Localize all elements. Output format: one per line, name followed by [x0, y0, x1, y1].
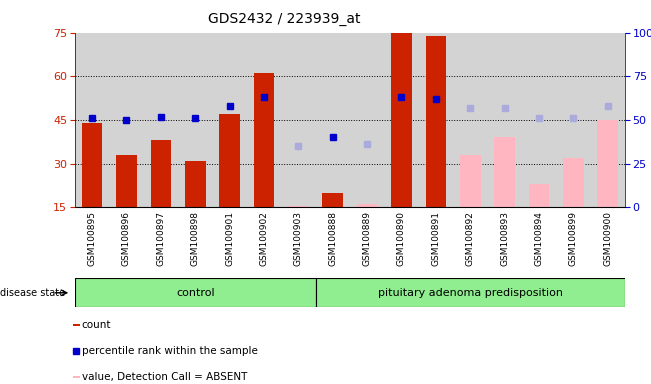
- Text: GSM100889: GSM100889: [363, 211, 372, 266]
- Bar: [357, 204, 378, 207]
- Bar: [150, 141, 171, 207]
- Bar: [391, 33, 412, 207]
- Text: control: control: [176, 288, 215, 298]
- Text: GSM100897: GSM100897: [156, 211, 165, 266]
- Text: GSM100900: GSM100900: [603, 211, 613, 266]
- Bar: [598, 120, 618, 207]
- Text: GSM100888: GSM100888: [328, 211, 337, 266]
- Text: GSM100891: GSM100891: [432, 211, 440, 266]
- Bar: [494, 137, 515, 207]
- Bar: [426, 36, 446, 207]
- Bar: [73, 376, 80, 378]
- Text: disease state: disease state: [0, 288, 65, 298]
- Bar: [316, 278, 625, 307]
- Text: GSM100894: GSM100894: [534, 211, 544, 266]
- Bar: [460, 155, 480, 207]
- Text: percentile rank within the sample: percentile rank within the sample: [82, 346, 258, 356]
- Text: GSM100899: GSM100899: [569, 211, 578, 266]
- Bar: [75, 278, 316, 307]
- Bar: [563, 158, 584, 207]
- Bar: [322, 193, 343, 207]
- Bar: [254, 73, 274, 207]
- Text: GSM100893: GSM100893: [500, 211, 509, 266]
- Text: count: count: [82, 320, 111, 330]
- Text: pituitary adenoma predisposition: pituitary adenoma predisposition: [378, 288, 562, 298]
- Bar: [529, 184, 549, 207]
- Bar: [73, 324, 80, 326]
- Text: GSM100890: GSM100890: [397, 211, 406, 266]
- Bar: [219, 114, 240, 207]
- Text: GSM100902: GSM100902: [260, 211, 268, 266]
- Text: GDS2432 / 223939_at: GDS2432 / 223939_at: [208, 12, 360, 25]
- Bar: [82, 123, 102, 207]
- Text: GSM100898: GSM100898: [191, 211, 200, 266]
- Bar: [185, 161, 206, 207]
- Text: GSM100892: GSM100892: [465, 211, 475, 266]
- Text: GSM100896: GSM100896: [122, 211, 131, 266]
- Text: GSM100903: GSM100903: [294, 211, 303, 266]
- Text: value, Detection Call = ABSENT: value, Detection Call = ABSENT: [82, 372, 247, 382]
- Text: GSM100895: GSM100895: [87, 211, 96, 266]
- Text: GSM100901: GSM100901: [225, 211, 234, 266]
- Bar: [116, 155, 137, 207]
- Bar: [288, 206, 309, 207]
